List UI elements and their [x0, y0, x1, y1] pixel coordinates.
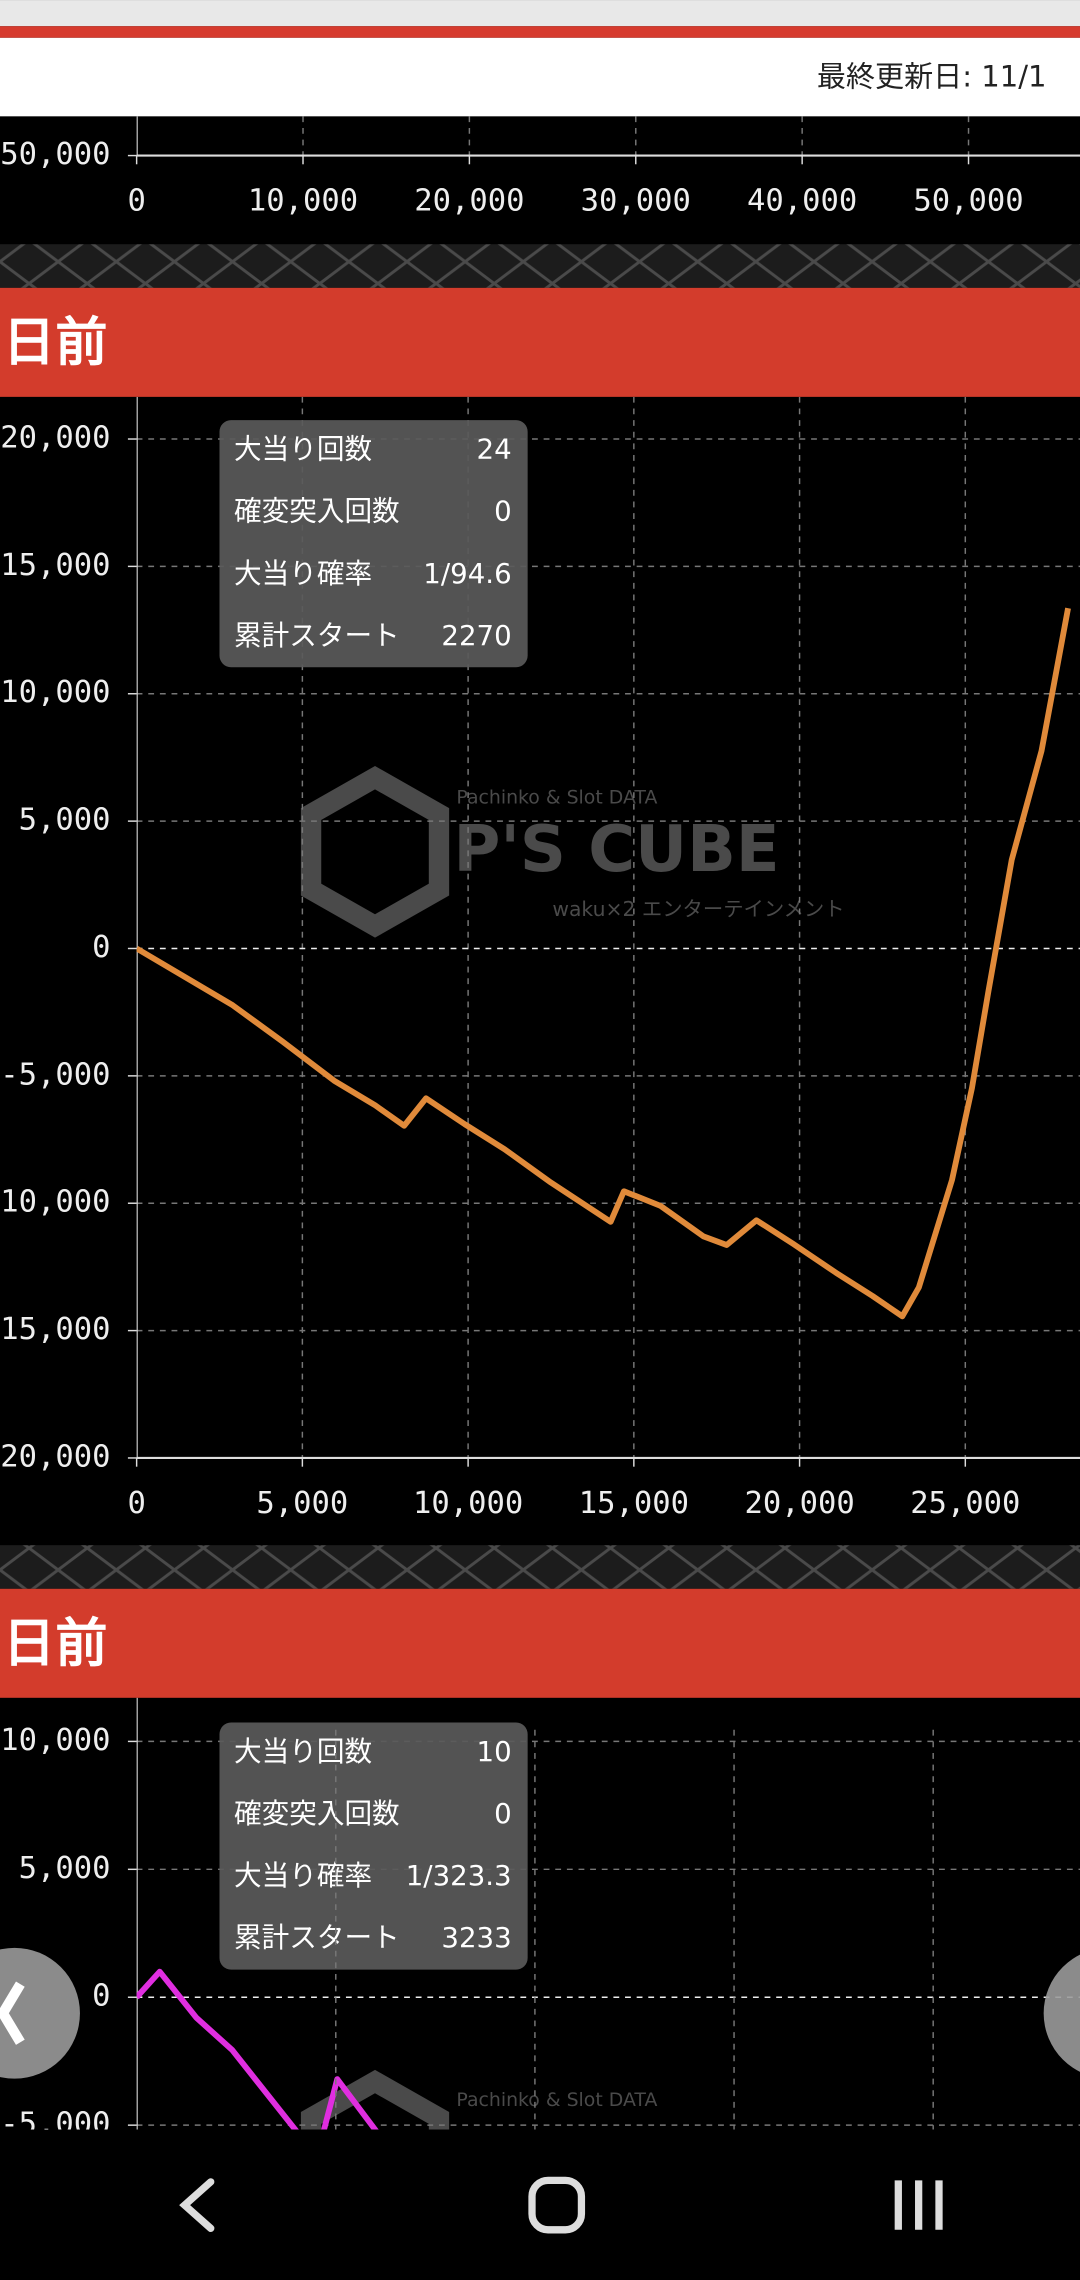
y-tick-label: -50,000 [0, 137, 110, 172]
x-tick-label: 50,000 [913, 184, 1023, 219]
stats-value: 0 [494, 495, 512, 528]
chart: 日前 0 5,000 10,000 15,000 20,000 25,000 -20,000 -… [0, 312, 1080, 1521]
data-line [136, 607, 1071, 1320]
stats-value: 3233 [441, 1921, 511, 1954]
plot-area [136, 1697, 1080, 2130]
header [0, 37, 1080, 117]
status-bar [0, 0, 1080, 27]
data-line [136, 1968, 379, 2130]
x-tick-label: 10,000 [248, 184, 358, 219]
x-tick-label: 20,000 [414, 184, 524, 219]
y-tick-label: 0 [92, 930, 110, 965]
x-tick-label: 5,000 [256, 1486, 348, 1521]
section-banner [0, 287, 1080, 397]
stats-panel: 大当り回数 24 確変突入回数 0 大当り確率 1/94.6 累計スタート 2270 [219, 420, 528, 668]
watermark-tagline: Pachinko & Slot DATA [456, 2089, 657, 2111]
y-tick-label: 15,000 [0, 548, 110, 583]
x-tick-label: 30,000 [581, 184, 691, 219]
x-tick-label: 40,000 [747, 184, 857, 219]
stats-box [219, 420, 528, 668]
stats-label: 大当り回数 [234, 433, 372, 466]
nav-back[interactable] [179, 2178, 215, 2232]
stats-label: 確変突入回数 [234, 1797, 400, 1830]
y-tick-label: 20,000 [0, 421, 110, 456]
stats-label: 累計スタート [234, 619, 400, 652]
y-tick-label: -20,000 [0, 1439, 110, 1474]
charts: 0 10,000 20,000 30,000 40,000 50,000 -50,000 日前… [0, 116, 1080, 2142]
stats-label: 確変突入回数 [234, 495, 400, 528]
nav-recents[interactable] [894, 2180, 943, 2230]
x-tick-label: 15,000 [579, 1486, 689, 1521]
y-tick-label: -15,000 [0, 1312, 110, 1347]
stats-label: 大当り確率 [234, 1859, 372, 1892]
y-tick-label: 10,000 [0, 1723, 110, 1758]
divider [0, 1545, 1080, 1589]
y-tick-label: -10,000 [0, 1185, 110, 1220]
x-tick-label: 25,000 [910, 1486, 1020, 1521]
watermark-logo [300, 765, 450, 938]
accent-line [0, 26, 1080, 38]
section-title: 日前 [3, 1613, 108, 1674]
watermark-company: waku×2 エンターテインメント [552, 897, 844, 921]
section-banner [0, 1588, 1080, 1698]
watermark-tagline: Pachinko & Slot DATA [456, 787, 657, 809]
watermark: Pachinko & Slot DATA P'S CUBE waku×2 エンタ… [300, 765, 845, 2242]
stats-value: 10 [477, 1735, 512, 1768]
nav-home[interactable] [528, 2176, 586, 2234]
chart-3-vertical-grid [335, 1729, 934, 2130]
x-tick-label: 0 [127, 1486, 145, 1521]
stats-value: 1/94.6 [423, 557, 511, 590]
divider [0, 244, 1080, 288]
stats-value: 1/323.3 [406, 1859, 512, 1892]
stats-value: 24 [477, 433, 512, 466]
y-tick-label: 5,000 [19, 803, 111, 838]
stats-box [219, 1722, 528, 1970]
section-title: 日前 [3, 312, 108, 373]
y-tick-label: 5,000 [19, 1851, 111, 1886]
chart: 0 10,000 20,000 30,000 40,000 50,000 -50,000 [0, 116, 1080, 219]
stats-value: 0 [494, 1797, 512, 1830]
x-tick-label: 0 [127, 184, 145, 219]
y-tick-label: 10,000 [0, 675, 110, 710]
y-tick-label: 0 [92, 1979, 110, 2014]
stats-value: 2270 [441, 619, 511, 652]
updated-date: 最終更新日: 11/1 [817, 60, 1047, 94]
prev-circle[interactable] [0, 1947, 80, 2079]
stats-label: 累計スタート [234, 1921, 400, 1954]
x-tick-label: 20,000 [744, 1486, 854, 1521]
y-tick-label: -5,000 [0, 1057, 110, 1092]
prev-icon[interactable] [0, 1981, 25, 2045]
x-tick-label: 10,000 [413, 1486, 523, 1521]
stats-label: 大当り回数 [234, 1735, 372, 1768]
next-button[interactable] [1043, 1948, 1080, 2079]
stats-label: 大当り確率 [234, 557, 372, 590]
next-circle[interactable] [1043, 1948, 1080, 2079]
watermark-brand: P'S CUBE [454, 813, 780, 887]
prev-button[interactable] [0, 1947, 80, 2079]
